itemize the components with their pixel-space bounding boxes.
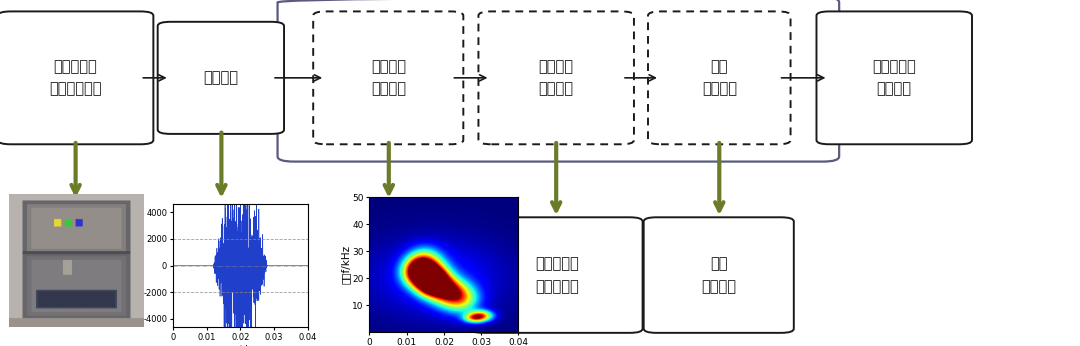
Text: 纹理特征、
形状特征等: 纹理特征、 形状特征等 <box>535 256 579 294</box>
X-axis label: 时间t/s: 时间t/s <box>228 344 253 346</box>
FancyBboxPatch shape <box>644 217 794 333</box>
Text: 振动信号: 振动信号 <box>203 70 239 85</box>
Y-axis label: 频率f/kHz: 频率f/kHz <box>341 245 351 284</box>
FancyBboxPatch shape <box>816 11 972 144</box>
Text: 支持
向量机等: 支持 向量机等 <box>701 256 737 294</box>
FancyBboxPatch shape <box>478 11 634 144</box>
Text: 高压断路器
振动信号采集: 高压断路器 振动信号采集 <box>50 59 102 97</box>
Y-axis label: 加速度a/g: 加速度a/g <box>132 248 141 283</box>
Text: 频谱
图像识别: 频谱 图像识别 <box>702 59 737 97</box>
FancyBboxPatch shape <box>471 217 643 333</box>
FancyBboxPatch shape <box>648 11 791 144</box>
Text: 频谱图像
特征提取: 频谱图像 特征提取 <box>539 59 573 97</box>
FancyBboxPatch shape <box>158 22 284 134</box>
Text: 分闸缓冲器
状态评估: 分闸缓冲器 状态评估 <box>873 59 916 97</box>
FancyBboxPatch shape <box>0 11 153 144</box>
FancyBboxPatch shape <box>313 11 463 144</box>
Text: 振动信号
频谱图像: 振动信号 频谱图像 <box>370 59 406 97</box>
